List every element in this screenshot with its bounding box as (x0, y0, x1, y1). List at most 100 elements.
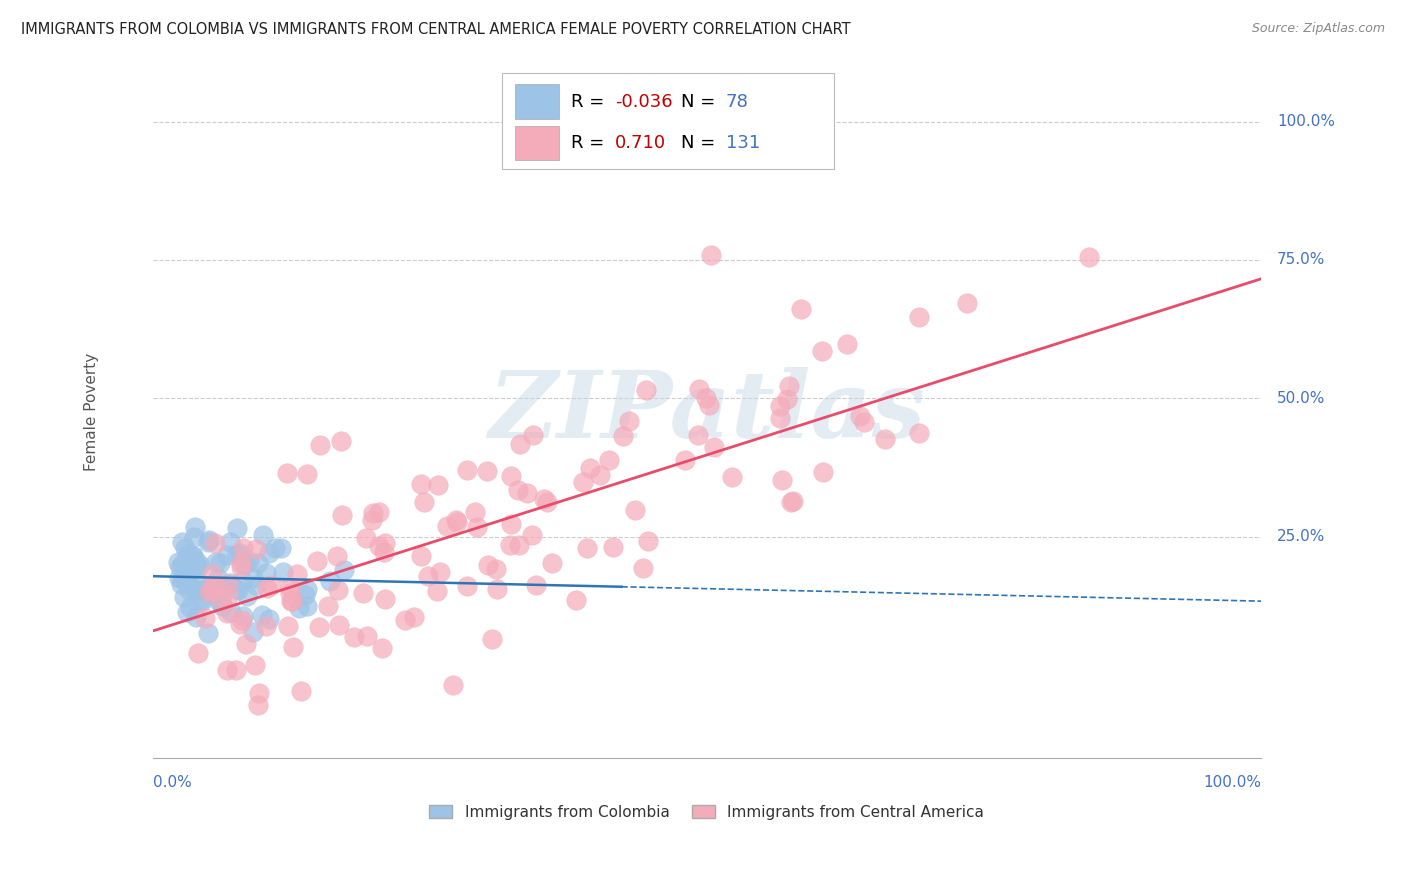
Point (243, 657, 266, 672)
Point (811, 466, 834, 480)
Text: 0.710: 0.710 (614, 134, 666, 152)
Point (290, 683, 312, 698)
Point (602, 540, 624, 554)
Point (277, 619, 299, 633)
Point (328, 618, 350, 632)
Point (205, 586, 228, 600)
Point (404, 609, 426, 624)
Point (254, 566, 277, 580)
Point (328, 582, 350, 597)
Point (612, 428, 634, 442)
FancyBboxPatch shape (502, 73, 834, 169)
Point (177, 578, 200, 592)
Point (319, 574, 342, 588)
Point (166, 555, 188, 569)
Point (198, 533, 221, 547)
Point (295, 599, 318, 613)
Point (167, 572, 190, 586)
Point (236, 589, 259, 603)
Point (218, 535, 240, 549)
Point (201, 566, 224, 581)
Point (770, 473, 793, 487)
Point (769, 399, 792, 413)
Point (186, 610, 208, 624)
Point (176, 548, 198, 562)
Point (198, 585, 221, 599)
Point (233, 557, 256, 571)
Point (270, 541, 292, 556)
Legend: Immigrants from Colombia, Immigrants from Central America: Immigrants from Colombia, Immigrants fro… (423, 798, 990, 826)
Text: 100.0%: 100.0% (1204, 775, 1261, 789)
Point (197, 626, 219, 640)
Point (212, 580, 235, 594)
Point (780, 494, 803, 508)
Text: 100.0%: 100.0% (1277, 114, 1336, 129)
Point (181, 549, 204, 563)
Point (211, 599, 233, 614)
Point (409, 476, 432, 491)
Point (520, 528, 543, 542)
Point (169, 560, 191, 574)
Text: N =: N = (682, 93, 721, 111)
Point (276, 467, 298, 481)
Point (464, 505, 486, 519)
Point (225, 663, 247, 677)
Point (186, 560, 208, 574)
Point (509, 436, 531, 450)
Point (231, 560, 253, 574)
Point (308, 620, 330, 634)
Point (700, 248, 723, 262)
Point (209, 594, 232, 608)
Point (363, 506, 385, 520)
Point (207, 584, 229, 599)
Point (174, 573, 197, 587)
Point (252, 528, 274, 542)
Text: 78: 78 (725, 93, 748, 111)
FancyBboxPatch shape (515, 85, 560, 119)
Point (522, 428, 544, 442)
Point (721, 469, 744, 483)
Point (308, 438, 330, 452)
Point (416, 568, 439, 582)
Point (688, 382, 710, 396)
Point (229, 546, 252, 560)
Point (325, 549, 347, 563)
Point (703, 440, 725, 454)
Point (190, 593, 212, 607)
Point (361, 513, 384, 527)
Point (456, 463, 478, 477)
Point (281, 594, 304, 608)
Point (181, 549, 204, 563)
Point (307, 554, 329, 568)
Point (508, 538, 530, 552)
Point (287, 600, 309, 615)
Point (524, 578, 547, 592)
Point (330, 508, 353, 522)
Point (486, 582, 509, 596)
Point (208, 557, 231, 571)
Point (624, 503, 647, 517)
Point (617, 414, 640, 428)
Point (778, 379, 800, 393)
Point (208, 594, 231, 608)
Point (217, 664, 239, 678)
Point (226, 582, 249, 597)
Point (333, 563, 356, 577)
Point (170, 557, 193, 571)
Point (565, 593, 588, 607)
Point (409, 549, 432, 563)
Point (373, 544, 395, 558)
Point (907, 426, 929, 441)
Point (232, 609, 254, 624)
Point (697, 398, 720, 412)
Point (515, 486, 537, 500)
Point (245, 541, 267, 556)
Point (673, 452, 696, 467)
Point (179, 600, 201, 615)
Point (271, 565, 294, 579)
Point (229, 616, 252, 631)
Point (207, 571, 229, 585)
Point (215, 607, 238, 621)
Point (254, 619, 277, 633)
Point (177, 569, 200, 583)
